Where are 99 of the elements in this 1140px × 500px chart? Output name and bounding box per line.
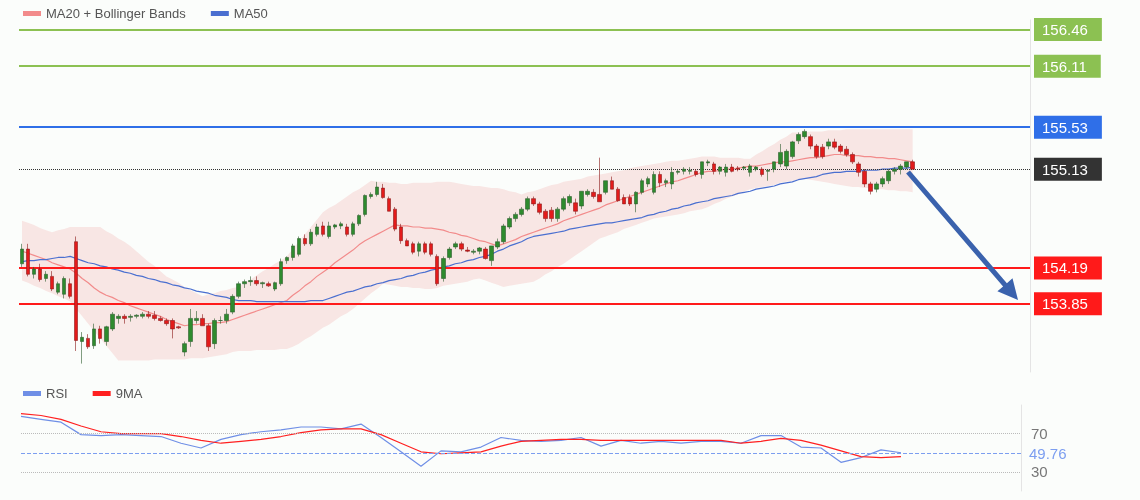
ref-line-label: 49.76 bbox=[1029, 444, 1067, 462]
candlestick bbox=[339, 221, 343, 230]
candlestick bbox=[429, 241, 433, 257]
legend-label: MA20 + Bollinger Bands bbox=[46, 6, 187, 21]
candlestick bbox=[285, 256, 289, 265]
candlestick bbox=[766, 168, 770, 182]
candlestick bbox=[760, 166, 764, 177]
candlestick bbox=[26, 243, 30, 277]
candlestick bbox=[754, 165, 758, 172]
candlestick bbox=[68, 278, 72, 299]
candlestick bbox=[291, 243, 295, 261]
candlestick bbox=[718, 165, 722, 175]
candlestick bbox=[20, 243, 24, 268]
candlestick bbox=[369, 192, 373, 199]
y-tick-label: 30 bbox=[1031, 463, 1048, 481]
candlestick bbox=[32, 266, 36, 279]
candlestick bbox=[646, 176, 650, 188]
candlestick bbox=[694, 168, 698, 177]
candlestick bbox=[652, 171, 656, 195]
candlestick bbox=[303, 234, 307, 247]
candlestick bbox=[616, 186, 620, 203]
candlestick bbox=[417, 241, 421, 257]
y-tick-label: 154.19 bbox=[1042, 259, 1088, 277]
candlestick bbox=[405, 238, 409, 247]
candlestick bbox=[435, 254, 439, 287]
candlestick bbox=[351, 221, 355, 237]
legend-label: RSI bbox=[46, 386, 68, 401]
candlestick bbox=[363, 194, 367, 217]
candlestick bbox=[447, 246, 452, 260]
candlestick bbox=[315, 223, 319, 237]
candlestick bbox=[50, 270, 54, 292]
y-tick-label: 153.85 bbox=[1042, 295, 1088, 313]
candlestick bbox=[441, 256, 446, 282]
candlestick bbox=[573, 198, 578, 215]
legend-label: MA50 bbox=[233, 6, 268, 21]
candlestick bbox=[676, 168, 680, 175]
candlestick bbox=[98, 325, 102, 344]
y-tick-label: 70 bbox=[1031, 425, 1048, 443]
candlestick bbox=[706, 159, 710, 167]
candlestick bbox=[411, 241, 415, 255]
candlestick bbox=[742, 165, 746, 171]
candlestick bbox=[122, 313, 127, 324]
legend-label: 9MA bbox=[115, 386, 143, 401]
candlestick bbox=[688, 166, 692, 175]
candlestick bbox=[664, 178, 668, 188]
candlestick bbox=[266, 281, 271, 288]
candlestick bbox=[453, 241, 458, 250]
line-series bbox=[20, 413, 902, 459]
candlestick bbox=[640, 178, 644, 195]
y-tick-label: 156.11 bbox=[1042, 57, 1087, 75]
candlestick bbox=[724, 163, 728, 177]
candlestick bbox=[321, 221, 325, 237]
candlestick bbox=[327, 221, 331, 239]
candlestick bbox=[712, 161, 716, 175]
candlestick bbox=[297, 236, 301, 257]
candlestick bbox=[670, 166, 674, 190]
candlestick bbox=[658, 171, 662, 188]
candlestick bbox=[736, 165, 740, 172]
candlestick bbox=[603, 180, 608, 195]
candlestick bbox=[393, 206, 397, 232]
candlestick bbox=[254, 276, 259, 287]
candlestick bbox=[682, 166, 686, 175]
candlestick bbox=[483, 246, 488, 260]
candlestick bbox=[80, 331, 84, 364]
line-series bbox=[20, 415, 902, 467]
candlestick bbox=[212, 318, 217, 350]
candlestick bbox=[44, 270, 48, 282]
candlestick bbox=[309, 228, 313, 247]
candlestick bbox=[730, 163, 734, 173]
candlestick bbox=[279, 258, 283, 287]
candlestick bbox=[381, 183, 385, 199]
candlestick bbox=[622, 194, 626, 205]
candlestick bbox=[74, 236, 78, 352]
candlestick bbox=[399, 223, 403, 245]
candlestick bbox=[748, 163, 752, 177]
candlestick bbox=[182, 341, 187, 357]
candlestick bbox=[260, 281, 265, 289]
candlestick bbox=[62, 276, 66, 299]
candlestick bbox=[910, 159, 915, 170]
candlestick bbox=[423, 241, 427, 255]
candlestick bbox=[387, 196, 391, 212]
y-tick-label: 156.46 bbox=[1042, 20, 1088, 38]
candlestick bbox=[357, 214, 361, 227]
candlestick bbox=[634, 190, 638, 213]
candlestick bbox=[375, 181, 379, 197]
candlestick bbox=[628, 194, 632, 207]
candlestick bbox=[56, 281, 60, 295]
candlestick bbox=[86, 333, 90, 350]
candlestick bbox=[38, 263, 42, 282]
candlestick bbox=[273, 281, 277, 292]
y-tick-label: 155.13 bbox=[1042, 160, 1088, 178]
candlestick bbox=[700, 161, 704, 179]
y-tick-label: 155.53 bbox=[1042, 118, 1088, 136]
candlestick bbox=[345, 223, 349, 237]
candlestick bbox=[826, 138, 831, 150]
candlestick bbox=[92, 323, 96, 350]
candlestick bbox=[333, 223, 337, 230]
candlestick bbox=[610, 176, 614, 190]
candlestick bbox=[772, 161, 776, 173]
